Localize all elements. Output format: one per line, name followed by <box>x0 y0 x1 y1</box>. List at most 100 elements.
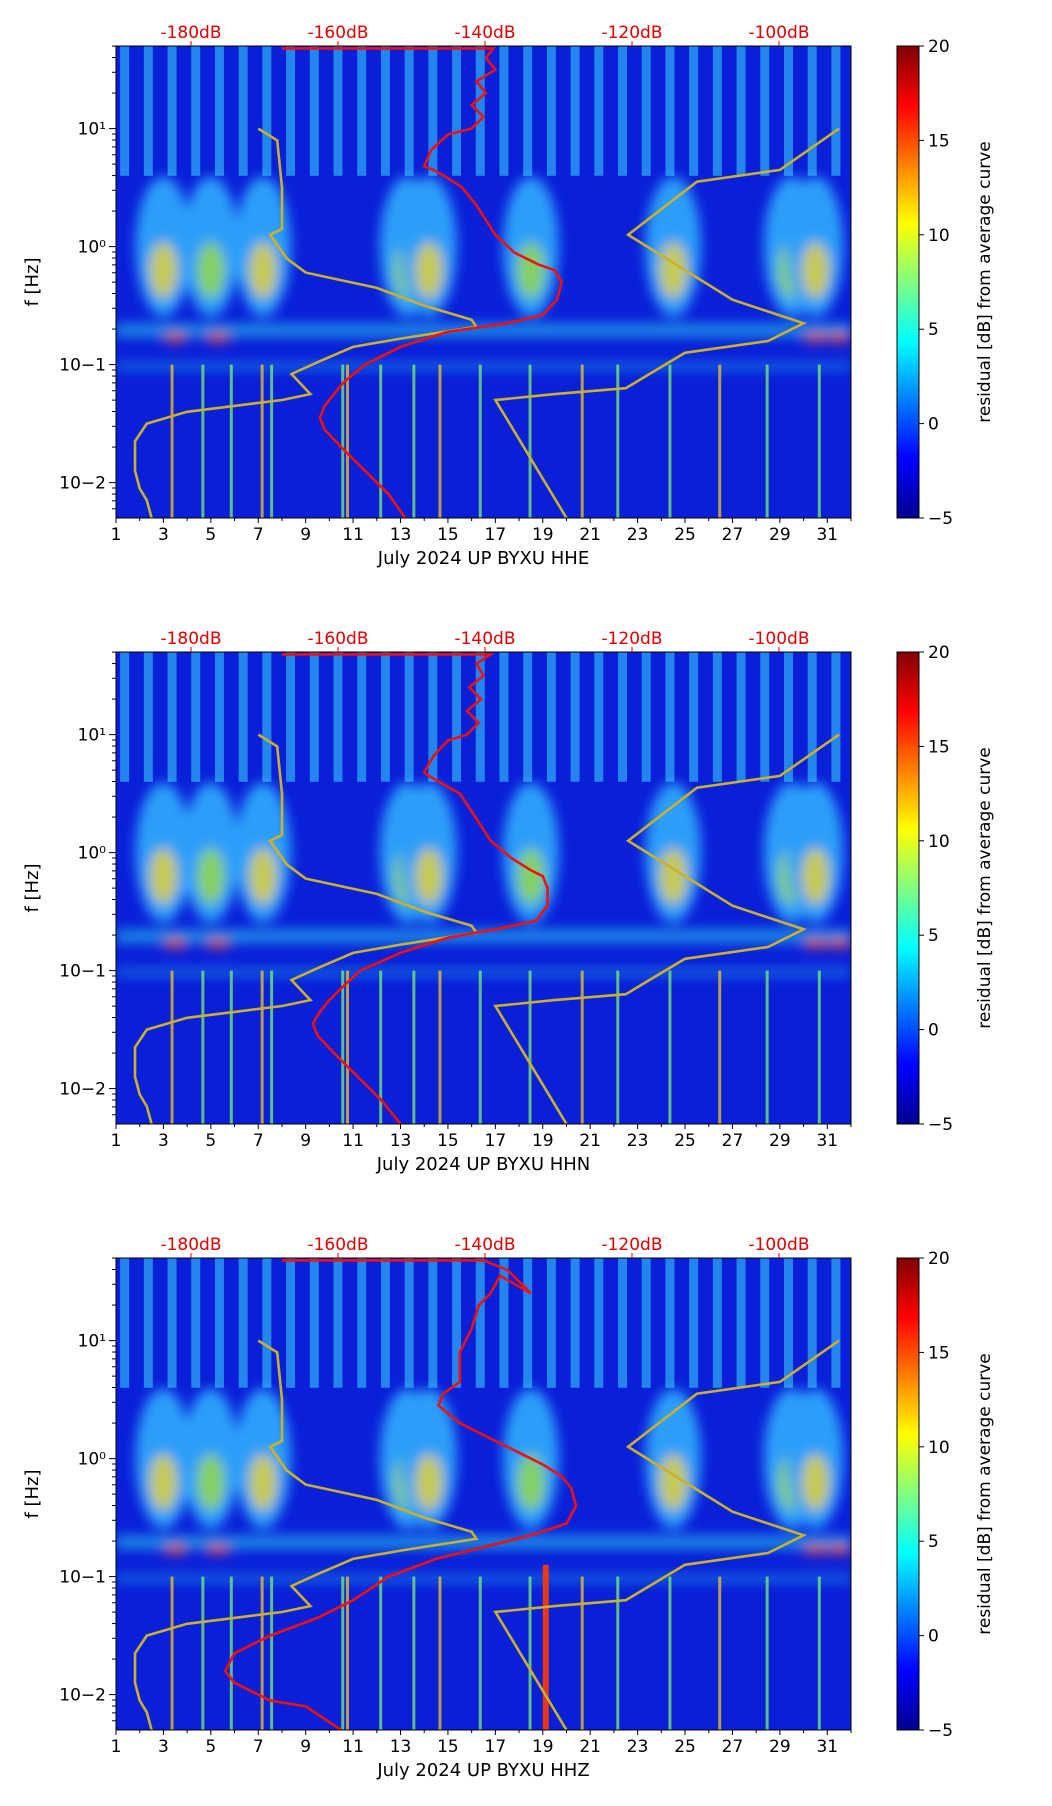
y-tick-label: 10¹ <box>78 120 106 140</box>
heatmap-spike <box>229 1576 233 1730</box>
heatmap-stripe <box>309 1258 319 1388</box>
x-tick-label: 17 <box>485 1737 507 1757</box>
heatmap-stripe <box>760 652 770 782</box>
top-axis-label: -180dB <box>160 23 221 43</box>
x-tick-label: 27 <box>722 525 744 545</box>
heatmap-stripe <box>238 46 248 176</box>
psd-reference-curve-high <box>493 733 840 1124</box>
top-axis-label: -160dB <box>307 23 368 43</box>
heatmap-spike <box>229 364 233 518</box>
heatmap-stripe <box>380 1258 390 1388</box>
heatmap-stripe <box>499 46 509 176</box>
top-axis-label: -160dB <box>307 629 368 649</box>
x-tick-label: 27 <box>722 1737 744 1757</box>
heatmap-blob <box>659 1454 688 1511</box>
colorbar-tick-label: 0 <box>928 1627 939 1647</box>
x-tick-label: 21 <box>579 525 601 545</box>
heatmap-stripes <box>120 1258 841 1730</box>
heatmap-spike <box>412 1576 416 1730</box>
heatmap-spike <box>341 364 345 518</box>
heatmap-blob <box>149 242 178 299</box>
heatmap-stripe <box>523 652 533 782</box>
heatmap-hotspot <box>205 332 230 343</box>
heatmap-spike <box>201 1576 205 1730</box>
heatmap-hotspot <box>803 938 828 949</box>
heatmap-blob <box>149 1454 178 1511</box>
heatmap-spike <box>438 364 442 518</box>
heatmap-spike <box>201 364 205 518</box>
x-tick-label: 23 <box>627 1131 649 1151</box>
y-tick-label: 10¹ <box>78 1332 106 1352</box>
heatmap-band <box>116 362 851 371</box>
x-tick-label: 13 <box>390 525 412 545</box>
y-tick-label: 10¹ <box>78 726 106 746</box>
heatmap-stripe <box>120 46 130 176</box>
x-tick-label: 3 <box>158 1131 169 1151</box>
colorbar-tick-label: 10 <box>928 226 950 246</box>
heatmap-blob <box>149 848 178 905</box>
colorbar-tick-label: 10 <box>928 1438 950 1458</box>
heatmap-spike <box>270 364 274 518</box>
y-tick-label: 10−1 <box>59 962 106 982</box>
heatmap-spike <box>765 970 769 1124</box>
heatmap-stripe <box>618 46 628 176</box>
heatmap-stripe <box>167 46 177 176</box>
heatmap-area <box>116 652 851 1124</box>
x-tick-label: 7 <box>253 525 264 545</box>
x-tick-label: 3 <box>158 1737 169 1757</box>
heatmap-area <box>116 1258 851 1730</box>
heatmap-stripe <box>712 652 722 782</box>
heatmap-stripe <box>712 46 722 176</box>
colorbar-tick-label: 0 <box>928 415 939 435</box>
x-tick-label: 3 <box>158 525 169 545</box>
y-tick-label: 10−2 <box>59 1686 106 1706</box>
heatmap-stripe <box>452 652 462 782</box>
x-tick-label: 13 <box>390 1131 412 1151</box>
top-axis-label: -120dB <box>601 629 662 649</box>
x-tick-label: 15 <box>437 1737 459 1757</box>
heatmap-stripe <box>783 1258 793 1388</box>
heatmap-stripe <box>333 1258 343 1388</box>
heatmap-spike <box>270 1576 274 1730</box>
colorbar-label: residual [dB] from average curve <box>975 747 995 1028</box>
x-tick-label: 19 <box>532 1737 554 1757</box>
heatmap-spike <box>201 970 205 1124</box>
heatmap-spike <box>379 970 383 1124</box>
heatmap-spike <box>718 970 722 1124</box>
x-tick-label: 19 <box>532 1131 554 1151</box>
colorbar-label: residual [dB] from average curve <box>975 141 995 422</box>
heatmap-stripe <box>286 652 296 782</box>
top-axis-label: -160dB <box>307 1235 368 1255</box>
heatmap-stripe <box>380 46 390 176</box>
heatmap-stripe <box>570 652 580 782</box>
heatmap-stripe <box>594 46 604 176</box>
heatmap-stripe <box>214 1258 224 1388</box>
x-tick-label: 5 <box>205 525 216 545</box>
heatmap-texture <box>116 176 851 371</box>
colorbar-tick-label: 5 <box>928 1532 939 1552</box>
heatmap-stripe <box>214 652 224 782</box>
colorbar-tick-label: 20 <box>928 643 950 663</box>
x-tick-label: 21 <box>579 1131 601 1151</box>
heatmap-stripe <box>783 652 793 782</box>
colorbar <box>896 651 920 1125</box>
heatmap-spike <box>668 1576 672 1730</box>
psd-reference-curve-high <box>493 1339 840 1730</box>
colorbar-label: residual [dB] from average curve <box>975 1353 995 1634</box>
heatmap-stripe <box>452 1258 462 1388</box>
top-axis-label: -120dB <box>601 23 662 43</box>
heatmap-stripe <box>712 1258 722 1388</box>
heatmap-spike <box>412 364 416 518</box>
heatmap-blob <box>801 848 830 905</box>
heatmap-spike <box>718 364 722 518</box>
x-tick-label: 19 <box>532 525 554 545</box>
heatmap-stripe <box>309 46 319 176</box>
heatmap-band <box>116 323 851 338</box>
heatmap-stripe <box>286 46 296 176</box>
heatmap-stripe <box>546 1258 556 1388</box>
heatmap-spike <box>412 970 416 1124</box>
heatmap-hotspot <box>803 1544 828 1555</box>
heatmap-texture <box>116 1388 851 1583</box>
